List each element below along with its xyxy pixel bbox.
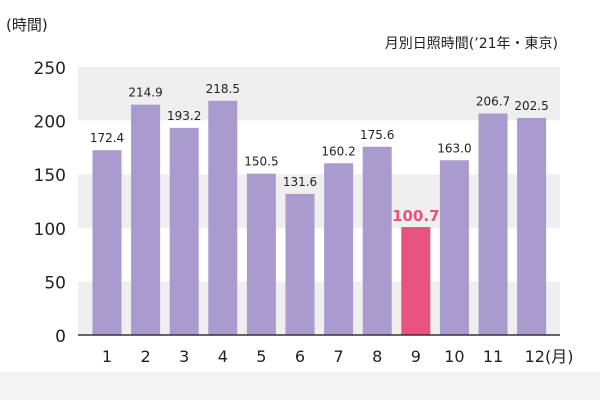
y-tick-label: 200 (34, 113, 66, 133)
x-tick-label: 7 (334, 347, 344, 366)
y-tick-label: 100 (34, 220, 66, 240)
bar-value-label: 163.0 (437, 141, 471, 155)
x-tick-label: 3 (179, 347, 189, 366)
x-tick-label: 5 (256, 347, 266, 366)
bar-value-label: 100.7 (392, 207, 439, 225)
bar-value-label: 218.5 (206, 82, 240, 96)
bar-value-label: 131.6 (283, 175, 317, 189)
bar (517, 117, 547, 335)
bar (208, 100, 238, 335)
x-tick-label: 8 (372, 347, 382, 366)
x-tick-label: 11 (483, 347, 503, 366)
bar-value-label: 160.2 (321, 144, 355, 158)
bar (478, 113, 508, 335)
bars (92, 100, 547, 335)
bar (362, 146, 392, 335)
x-tick-label: 6 (295, 347, 305, 366)
bar (246, 173, 276, 335)
x-tick-label: 9 (411, 347, 421, 366)
y-tick-label: 150 (34, 166, 66, 186)
y-axis-ticks: 0 50 100 150 200 250 (34, 59, 66, 347)
bar-highlight (401, 227, 431, 335)
y-axis-title: (時間) (6, 16, 48, 34)
bar-value-labels: 172.4 214.9 193.2 218.5 150.5 131.6 160.2 175.6… (90, 82, 549, 225)
footer-strip (0, 372, 600, 400)
y-tick-label: 0 (55, 327, 66, 347)
bar-value-label: 150.5 (244, 155, 278, 169)
x-tick-label: 1 (102, 347, 112, 366)
chart-title: 月別日照時間(’21年・東京) (385, 36, 558, 52)
y-tick-label: 250 (34, 59, 66, 79)
x-axis-ticks: 1 2 3 4 5 6 7 8 9 10 11 12(月) (102, 347, 574, 366)
bar (169, 127, 199, 335)
bar-value-label: 202.5 (514, 99, 548, 113)
bar-value-label: 172.4 (90, 131, 124, 145)
bar (324, 163, 354, 335)
bar-value-label: 206.7 (476, 94, 510, 108)
bar (92, 150, 122, 335)
bar (131, 104, 161, 335)
y-tick-label: 50 (44, 273, 66, 293)
x-tick-label: 4 (218, 347, 228, 366)
x-tick-label: 12(月) (525, 347, 574, 366)
bar-value-label: 193.2 (167, 109, 201, 123)
x-tick-label: 2 (141, 347, 151, 366)
bar (285, 193, 315, 335)
bar-value-label: 214.9 (128, 86, 162, 100)
bar (439, 160, 469, 335)
x-tick-label: 10 (444, 347, 464, 366)
bar-value-label: 175.6 (360, 128, 394, 142)
